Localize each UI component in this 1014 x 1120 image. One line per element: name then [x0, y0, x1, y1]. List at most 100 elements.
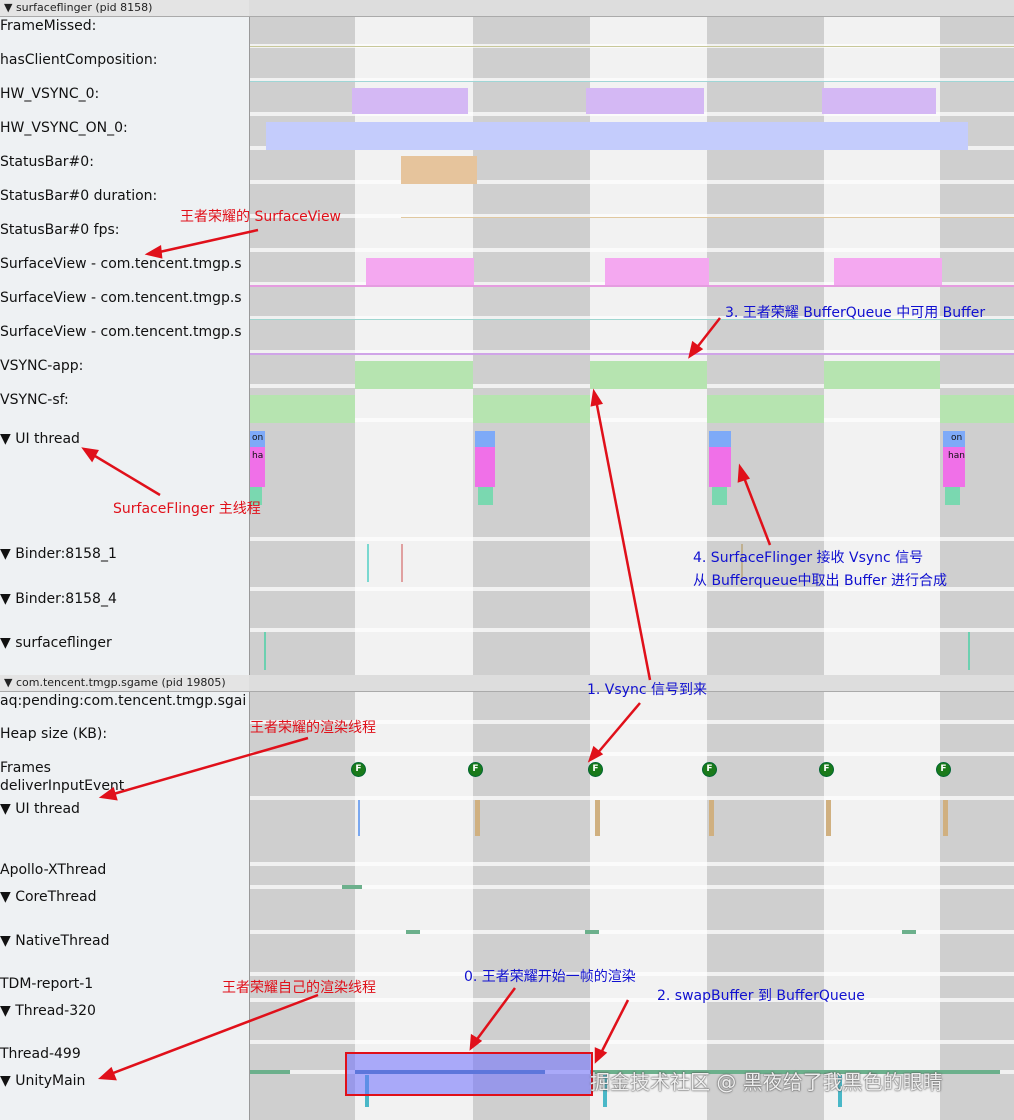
trace-slice[interactable] — [945, 487, 960, 505]
trace-slice[interactable] — [968, 632, 970, 670]
trace-slice[interactable] — [355, 361, 473, 389]
frame-marker[interactable]: F — [351, 762, 366, 777]
annotation-render-thread: 王者荣耀的渲染线程 — [250, 720, 376, 736]
trace-slice[interactable] — [264, 632, 266, 670]
trace-slice[interactable] — [401, 544, 403, 582]
trace-slice[interactable] — [709, 431, 731, 447]
track-separator — [250, 537, 1014, 541]
trace-slice[interactable] — [824, 361, 940, 389]
trace-slice[interactable] — [834, 258, 942, 286]
trace-slice[interactable] — [707, 395, 824, 423]
trace-slice[interactable] — [590, 361, 707, 389]
trace-slice[interactable] — [266, 122, 968, 150]
track-label: deliverInputEvent — [0, 778, 125, 794]
track-label: StatusBar#0: — [0, 154, 94, 170]
track-separator — [250, 78, 1014, 82]
trace-slice[interactable] — [475, 800, 480, 836]
trace-slice[interactable] — [250, 353, 1014, 355]
trace-slice[interactable] — [709, 800, 714, 836]
process-header-sgame[interactable]: ▼ com.tencent.tmgp.sgame (pid 19805) — [0, 675, 1014, 692]
trace-slice[interactable] — [590, 1070, 1000, 1074]
track-label-panel — [0, 0, 250, 1120]
track-label: HW_VSYNC_ON_0: — [0, 120, 128, 136]
trace-slice[interactable] — [352, 88, 468, 114]
frame-marker[interactable]: F — [819, 762, 834, 777]
track-separator — [250, 752, 1014, 756]
trace-slice[interactable] — [902, 930, 916, 934]
trace-slice[interactable] — [822, 88, 936, 114]
frame-marker[interactable]: F — [936, 762, 951, 777]
track-label: aq:pending:com.tencent.tmgp.sgai — [0, 693, 245, 709]
annotation-step4b: 从 Bufferqueue中取出 Buffer 进行合成 — [693, 573, 947, 589]
trace-slice[interactable] — [595, 800, 600, 836]
slice-label: on — [951, 433, 963, 443]
trace-slice[interactable] — [250, 81, 1014, 82]
track-label[interactable]: ▼ Thread-320 — [0, 1003, 96, 1019]
frame-marker[interactable]: F — [702, 762, 717, 777]
trace-slice[interactable] — [943, 800, 948, 836]
slice-label: ha — [252, 451, 264, 461]
trace-slice[interactable] — [940, 395, 1014, 423]
trace-slice[interactable] — [943, 431, 965, 447]
trace-slice[interactable] — [475, 447, 495, 487]
trace-slice[interactable] — [943, 447, 965, 487]
trace-slice[interactable] — [605, 258, 709, 286]
track-separator — [250, 418, 1014, 422]
trace-slice[interactable] — [741, 544, 743, 582]
annotation-step4a: 4. SurfaceFlinger 接收 Vsync 信号 — [693, 550, 924, 566]
trace-slice[interactable] — [478, 487, 493, 505]
track-label: Frames — [0, 760, 51, 776]
track-label[interactable]: ▼ NativeThread — [0, 933, 110, 949]
trace-slice[interactable] — [406, 930, 420, 934]
track-label: SurfaceView - com.tencent.tmgp.s — [0, 290, 242, 306]
track-label: Apollo-XThread — [0, 862, 107, 878]
trace-slice[interactable] — [838, 1075, 842, 1107]
trace-slice[interactable] — [826, 800, 831, 836]
track-label: TDM-report-1 — [0, 976, 94, 992]
trace-slice[interactable] — [585, 930, 599, 934]
trace-slice[interactable] — [250, 46, 1014, 47]
trace-slice[interactable] — [475, 431, 495, 447]
trace-slice[interactable] — [358, 800, 360, 836]
track-label[interactable]: ▼ CoreThread — [0, 889, 97, 905]
trace-slice[interactable] — [250, 285, 1014, 287]
trace-slice[interactable] — [401, 217, 1014, 218]
annotation-step0: 0. 王者荣耀开始一帧的渲染 — [464, 969, 636, 985]
slice-label: on — [252, 433, 264, 443]
process-header-surfaceflinger[interactable]: ▼ surfaceflinger (pid 8158) — [0, 0, 1014, 17]
track-label[interactable]: ▼ surfaceflinger — [0, 635, 112, 651]
track-separator — [250, 998, 1014, 1002]
trace-slice[interactable] — [250, 1070, 290, 1074]
track-label[interactable]: ▼ UI thread — [0, 431, 80, 447]
trace-slice[interactable] — [250, 487, 262, 505]
track-label[interactable]: ▼ UI thread — [0, 801, 80, 817]
trace-slice[interactable] — [473, 395, 590, 423]
trace-slice[interactable] — [366, 258, 474, 286]
track-label: HW_VSYNC_0: — [0, 86, 100, 102]
trace-slice[interactable] — [603, 1075, 607, 1107]
trace-slice[interactable] — [586, 88, 704, 114]
trace-slice[interactable] — [250, 447, 265, 487]
track-separator — [250, 720, 1014, 724]
track-label: Thread-499 — [0, 1046, 81, 1062]
trace-slice[interactable] — [250, 319, 1014, 320]
trace-slice[interactable] — [342, 885, 362, 889]
trace-slice[interactable] — [250, 395, 355, 423]
trace-slice[interactable] — [367, 544, 369, 582]
trace-slice[interactable] — [709, 447, 731, 487]
track-label[interactable]: ▼ UnityMain — [0, 1073, 86, 1089]
track-separator — [250, 112, 1014, 116]
trace-slice[interactable] — [401, 156, 477, 184]
track-label[interactable]: ▼ Binder:8158_1 — [0, 546, 117, 562]
frame-marker[interactable]: F — [588, 762, 603, 777]
track-separator — [250, 972, 1014, 976]
frame-marker[interactable]: F — [468, 762, 483, 777]
track-label: StatusBar#0 duration: — [0, 188, 158, 204]
trace-slice[interactable] — [712, 487, 727, 505]
trace-slice[interactable] — [250, 431, 265, 447]
annotation-own-render-thread: 王者荣耀自己的渲染线程 — [222, 980, 376, 996]
track-label: Heap size (KB): — [0, 726, 108, 742]
annotation-sf-main-thread: SurfaceFlinger 主线程 — [113, 501, 261, 517]
track-label[interactable]: ▼ Binder:8158_4 — [0, 591, 117, 607]
track-label: hasClientComposition: — [0, 52, 158, 68]
